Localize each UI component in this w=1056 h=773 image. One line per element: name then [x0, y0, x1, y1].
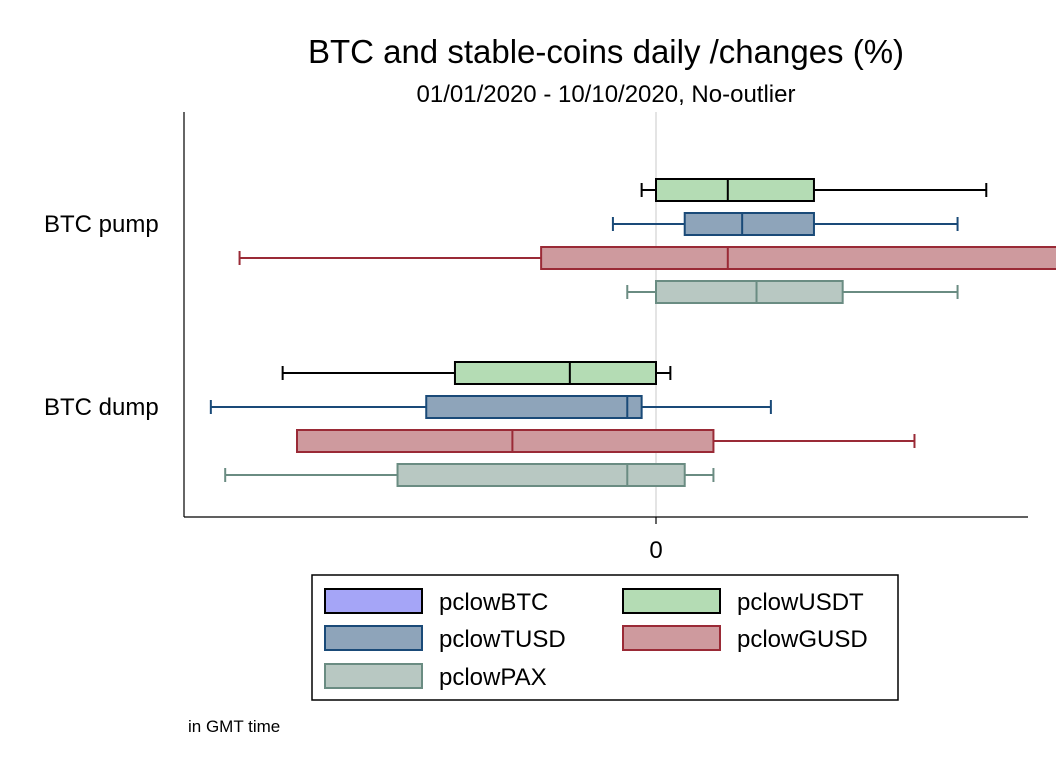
legend-label: pclowPAX [439, 664, 547, 691]
legend-swatch [324, 625, 423, 651]
group-label: BTC dump [44, 394, 159, 421]
box-pclowGUSD [296, 429, 916, 453]
box-pclowUSDT [281, 361, 672, 385]
legend-label: pclowGUSD [737, 626, 868, 653]
box-pclowPAX [224, 463, 715, 487]
grid-lines [655, 112, 657, 517]
legend-label: pclowBTC [439, 589, 548, 616]
legend-swatch [324, 663, 423, 689]
chart-note: in GMT time [188, 717, 280, 736]
box-iqr [425, 395, 643, 419]
box-iqr [453, 361, 657, 385]
legend-swatch [324, 588, 423, 614]
group-labels: BTC pump BTC dump [44, 211, 159, 421]
legend-item-pclowUSDT: pclowUSDT [622, 588, 864, 616]
box-iqr [655, 178, 815, 202]
legend-item-pclowGUSD: pclowGUSD [622, 625, 868, 653]
legend-item-pclowBTC: pclowBTC [324, 588, 548, 616]
box-pclowTUSD [209, 395, 772, 419]
chart-title: BTC and stable-coins daily /changes (%) [308, 33, 904, 70]
legend: pclowBTC pclowUSDT pclowTUSD pclowGUSD pclow… [311, 574, 899, 701]
box-iqr [655, 280, 844, 304]
box-pclowTUSD [611, 212, 959, 236]
box-pclowPAX [626, 280, 959, 304]
box-iqr [683, 212, 815, 236]
legend-swatch [622, 625, 721, 651]
box-iqr [296, 429, 715, 453]
chart-subtitle: 01/01/2020 - 10/10/2020, No-outlier [417, 81, 796, 108]
x-tick-label: 0 [649, 537, 662, 564]
legend-swatch [622, 588, 721, 614]
legend-label: pclowUSDT [737, 589, 864, 616]
box-iqr [540, 246, 1056, 270]
group-label: BTC pump [44, 211, 159, 238]
x-axis-ticks: -15-10-50510 [649, 517, 663, 564]
legend-label: pclowTUSD [439, 626, 566, 653]
legend-item-pclowPAX: pclowPAX [324, 663, 547, 691]
legend-item-pclowTUSD: pclowTUSD [324, 625, 566, 653]
box-pclowGUSD [238, 246, 1056, 270]
axes [183, 112, 1028, 518]
box-iqr [396, 463, 686, 487]
box-pclowUSDT [640, 178, 988, 202]
plot-area [209, 178, 1056, 487]
